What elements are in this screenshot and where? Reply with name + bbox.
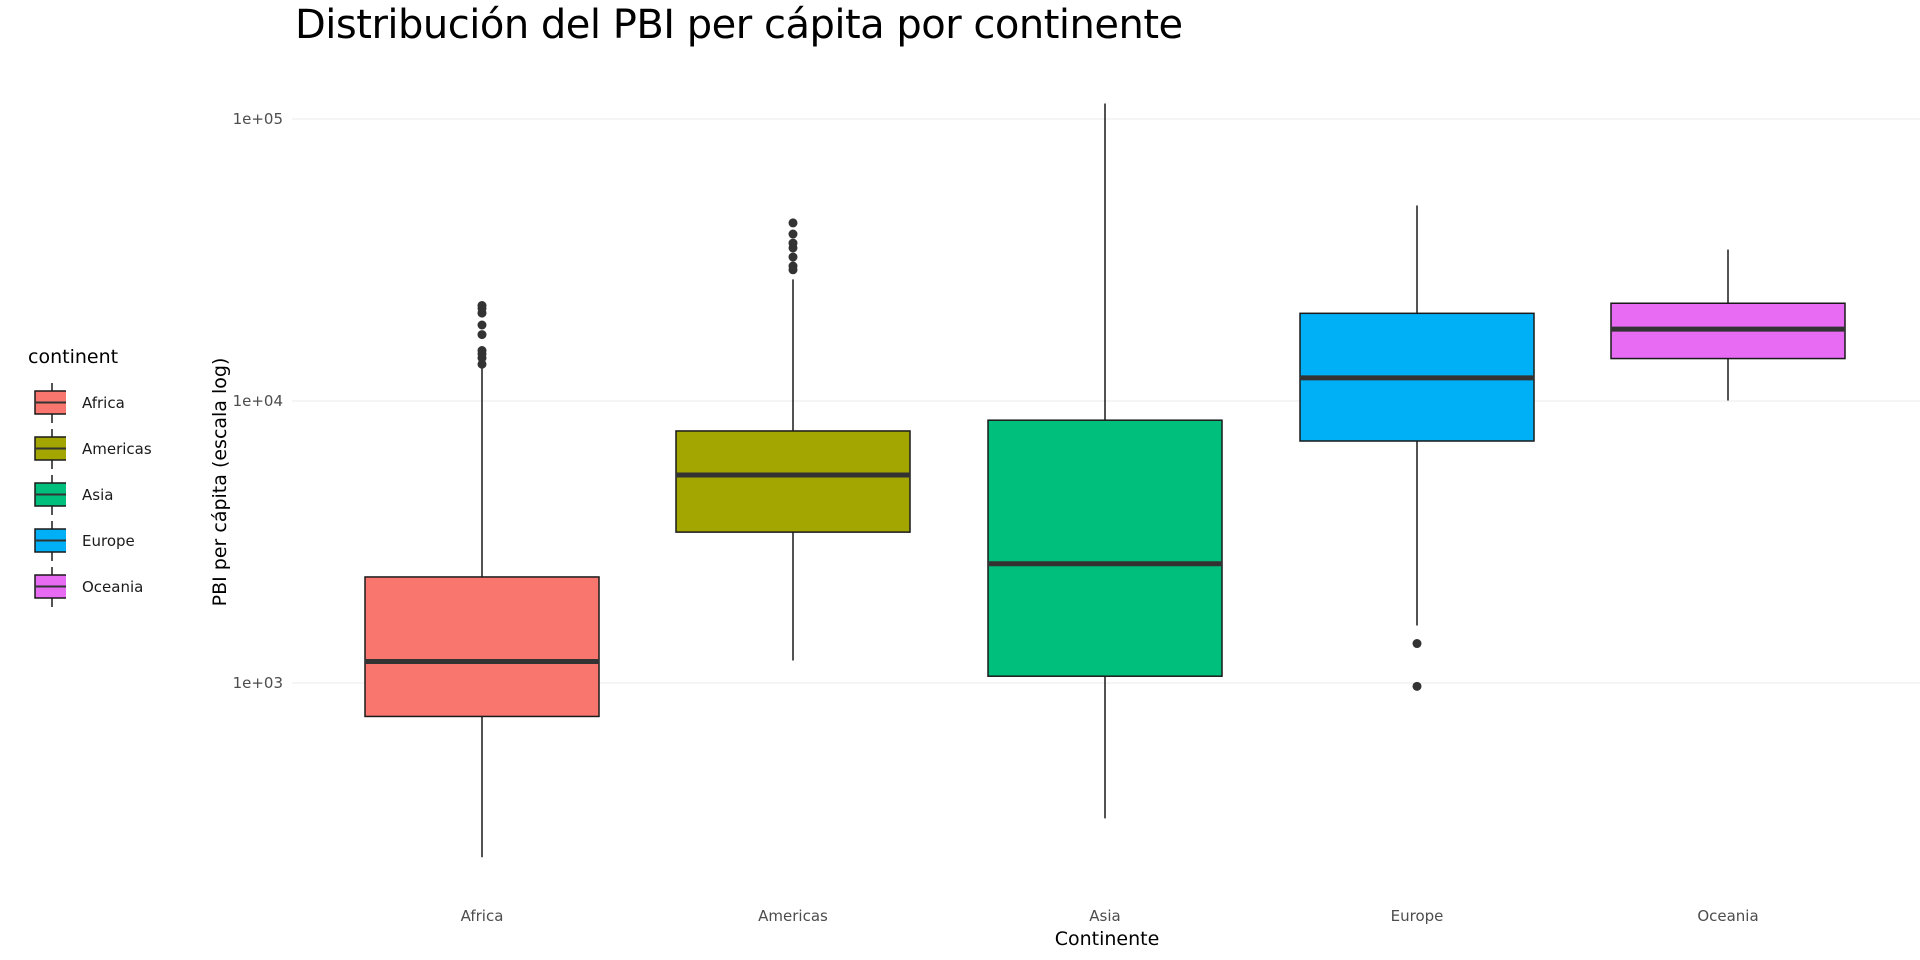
legend-item-americas: Americas [28,426,152,472]
outlier-point [788,261,798,271]
box-africa [364,301,600,858]
box-americas [675,218,911,661]
legend-key [28,564,70,610]
outlier-point [477,301,487,311]
legend-label: Europe [82,532,135,550]
y-tick-label: 1e+03 [233,674,283,692]
iqr-box [364,576,600,718]
legend-label: Africa [82,394,125,412]
legend-label: Oceania [82,578,144,596]
legend-items: Africa Americas Asia Europe Oceania [28,380,152,610]
x-tick-label: Americas [758,907,828,925]
legend-title: continent [28,346,119,368]
box-asia [987,103,1223,819]
chart-title: Distribución del PBI per cápita por cont… [295,2,1183,48]
legend-box-icon [34,521,70,561]
iqr-box [675,430,911,533]
x-tick-label: Oceania [1697,907,1758,925]
outlier-point [477,330,487,340]
legend-item-oceania: Oceania [28,564,152,610]
legend-key [28,426,70,472]
legend-key [28,380,70,426]
x-axis-title: Continente [1055,928,1160,950]
x-tick-label: Europe [1391,907,1444,925]
legend: continent Africa Americas Asia Europe Oceani… [28,346,152,610]
x-tick-label: Africa [461,907,504,925]
tick-labels: 1e+03 1e+04 1e+05 Africa Americas Asia Europe O… [233,110,1759,925]
boxes [364,103,1846,858]
x-tick-label: Asia [1089,907,1120,925]
outlier-point [477,359,487,369]
box-oceania [1610,249,1846,401]
legend-box-icon [34,475,70,515]
outlier-point [1412,639,1422,649]
y-tick-label: 1e+04 [233,392,283,410]
outlier-point [788,238,798,248]
y-tick-label: 1e+05 [233,110,283,128]
y-axis-title: PBI per cápita (escala log) [209,358,231,607]
outlier-point [788,229,798,239]
legend-item-asia: Asia [28,472,152,518]
legend-key [28,472,70,518]
outlier-point [477,346,487,356]
box-europe [1299,205,1535,691]
iqr-box [987,419,1223,677]
legend-box-icon [34,567,70,607]
legend-label: Asia [82,486,114,504]
outlier-point [477,320,487,330]
legend-key [28,518,70,564]
legend-item-europe: Europe [28,518,152,564]
outlier-point [1412,681,1422,691]
legend-box-icon [34,429,70,469]
legend-box-icon [34,383,70,423]
legend-label: Americas [82,440,152,458]
outlier-point [788,218,798,228]
outlier-point [788,252,798,262]
legend-item-africa: Africa [28,380,152,426]
